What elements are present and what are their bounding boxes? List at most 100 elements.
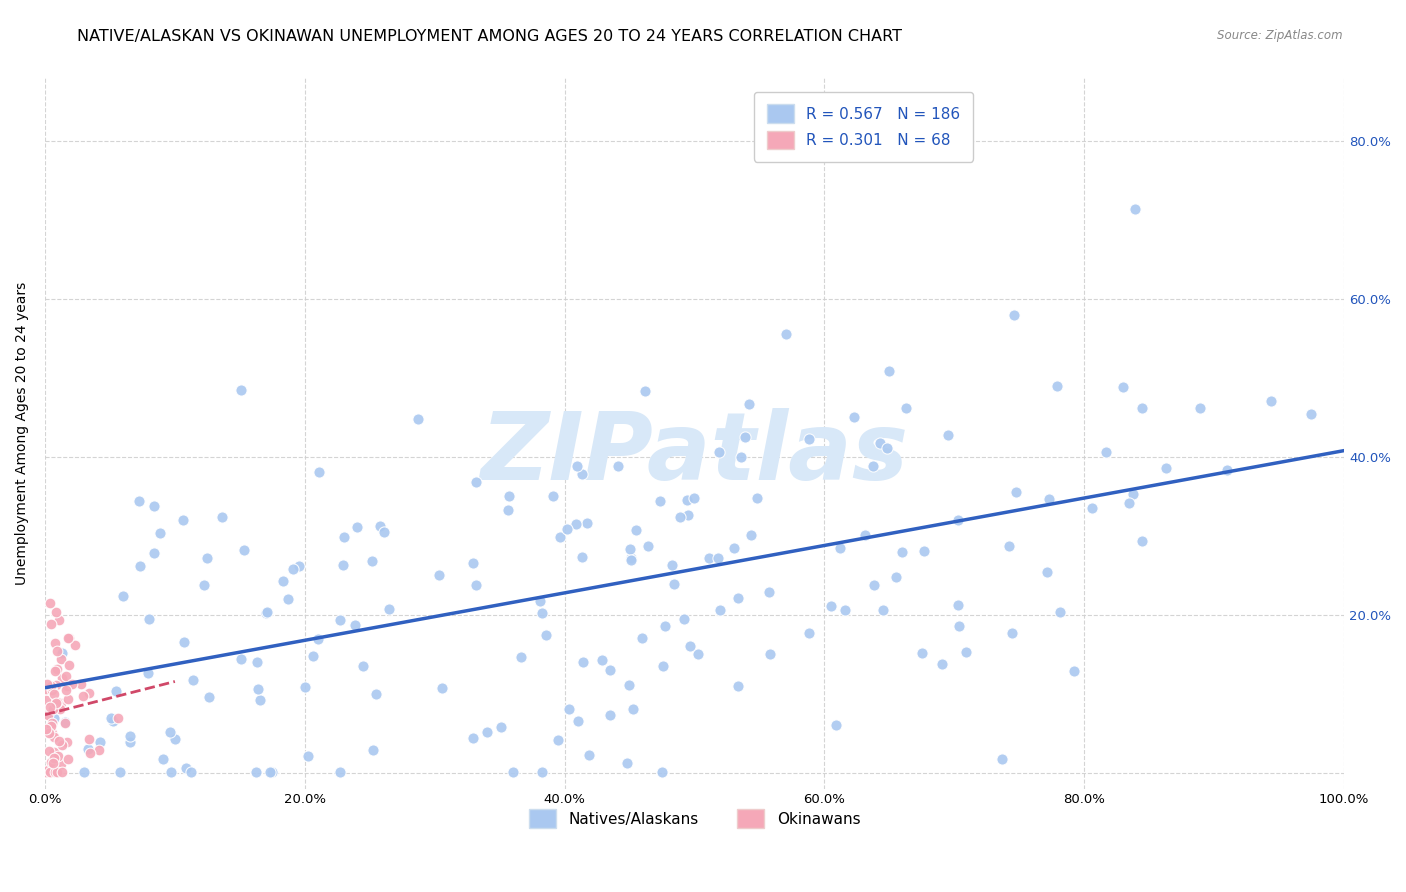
Point [352,659,374,673]
Point [1063,664,1085,678]
Point [159,725,181,739]
Point [343,617,366,632]
Point [825,718,848,732]
Point [37,763,59,777]
Point [946,513,969,527]
Point [44,710,66,724]
Point [58,658,80,673]
Point [58,632,80,646]
Point [531,607,554,621]
Point [287,558,309,573]
Point [738,396,761,410]
Point [740,527,762,541]
Point [651,764,673,779]
Point [652,658,675,673]
Point [42,751,65,765]
Point [591,652,613,666]
Point [1035,565,1057,579]
Point [39,764,62,779]
Point [529,594,551,608]
Point [76,741,98,756]
Point [465,475,488,489]
Point [427,568,450,582]
Point [730,450,752,464]
Point [39,596,62,610]
Point [108,764,131,779]
Point [128,493,150,508]
Point [41,683,63,698]
Point [45,643,67,657]
Point [683,491,706,506]
Point [118,729,141,743]
Point [707,444,730,458]
Point [727,591,749,605]
Point [49,756,72,771]
Point [42,730,65,744]
Point [72,689,94,703]
Point [872,603,894,617]
Point [378,601,401,615]
Point [143,546,166,560]
Point [498,489,520,503]
Point [797,626,820,640]
Point [56,692,79,706]
Point [1130,401,1153,415]
Point [1118,496,1140,510]
Point [45,605,67,619]
Point [1112,379,1135,393]
Point [60,677,83,691]
Point [1188,401,1211,416]
Point [576,516,599,530]
Point [558,702,581,716]
Point [46,749,69,764]
Point [624,523,647,537]
Point [432,681,454,696]
Point [233,543,256,558]
Point [661,558,683,572]
Point [565,458,588,473]
Point [143,499,166,513]
Point [1001,626,1024,640]
Point [49,696,72,710]
Point [38,764,60,779]
Point [797,433,820,447]
Point [707,551,730,566]
Point [630,631,652,645]
Point [180,764,202,779]
Point [1122,487,1144,501]
Point [41,616,63,631]
Point [307,632,329,646]
Point [101,714,124,728]
Point [599,663,621,677]
Point [688,647,710,661]
Point [111,589,134,603]
Point [727,679,749,693]
Point [77,686,100,700]
Point [547,732,569,747]
Point [302,648,325,663]
Point [910,646,932,660]
Point [1045,379,1067,393]
Point [364,687,387,701]
Point [46,764,69,779]
Point [534,628,557,642]
Point [45,662,67,676]
Point [41,679,63,693]
Point [571,550,593,565]
Point [77,731,100,746]
Point [172,513,194,527]
Point [120,735,142,749]
Point [709,602,731,616]
Point [675,492,697,507]
Point [100,711,122,725]
Point [1080,501,1102,516]
Point [894,401,917,416]
Point [35,693,58,707]
Point [41,764,63,779]
Point [55,669,77,683]
Point [862,458,884,473]
Point [531,764,554,779]
Point [89,735,111,749]
Point [877,364,900,378]
Point [51,764,73,779]
